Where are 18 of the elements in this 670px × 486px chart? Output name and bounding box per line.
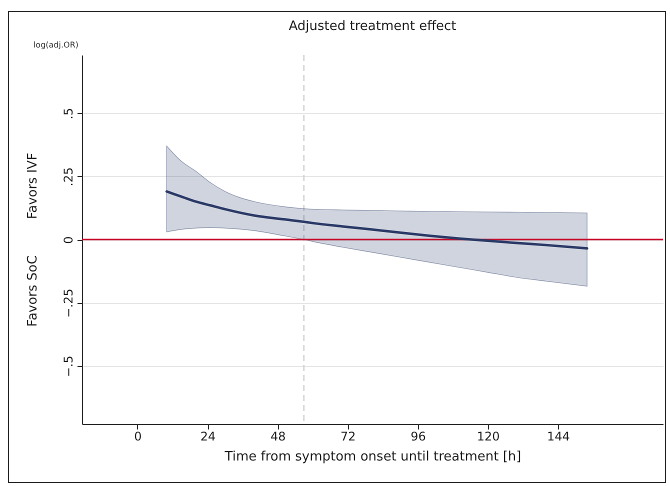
x-tick-label: 0 [134,430,142,444]
text: Favors IVF [26,152,40,219]
x-axis-title: Time from symptom onset until treatment [h] [224,450,522,464]
chart-title: Adjusted treatment effect [288,19,456,34]
y-tick-label: .5 [62,108,76,120]
x-tick-label: 96 [410,430,426,444]
x-tick-label: 144 [546,430,570,444]
x-tick-label: 24 [200,430,216,444]
y-tick-label: .25 [62,167,76,186]
line-series [165,190,588,250]
x-tick-label: 120 [476,430,500,444]
y-tick-label: 0 [62,236,76,244]
y-axis-title: log(adj.OR) [33,40,78,50]
y-tick-label: −.25 [62,288,76,318]
y-tick-label: −.5 [62,356,76,378]
text: Favors SoC [26,254,40,326]
x-tick-label: 72 [340,430,356,444]
x-tick-label: 48 [270,430,286,444]
